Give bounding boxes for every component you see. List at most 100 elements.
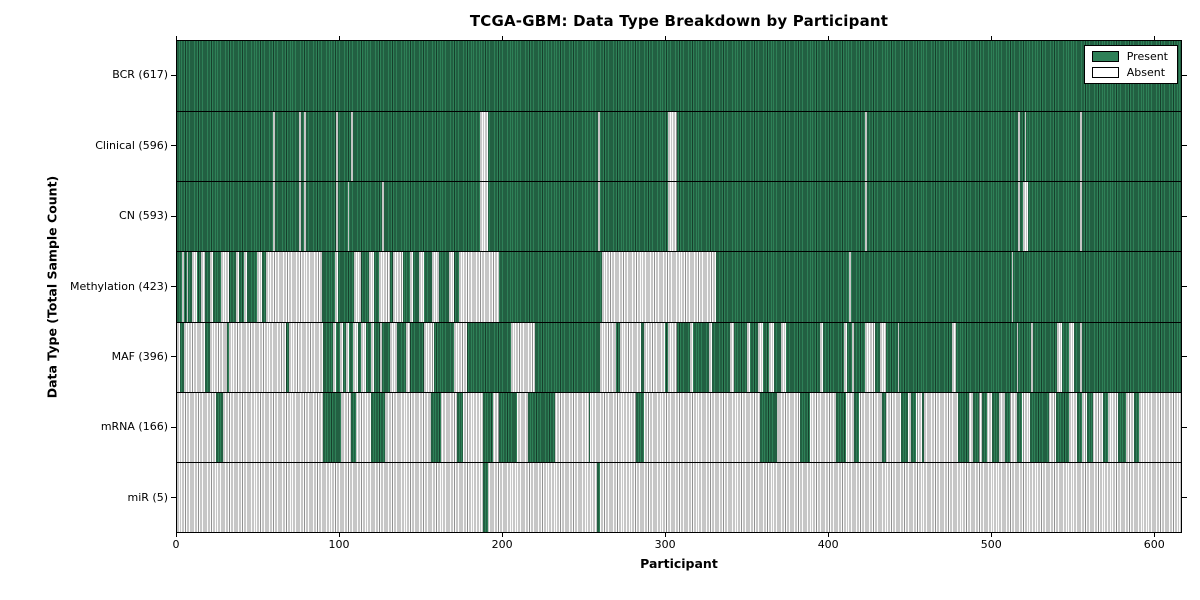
y-tick xyxy=(171,356,176,358)
y-tick-right xyxy=(1182,74,1187,76)
absent-run xyxy=(1080,181,1082,252)
present-run xyxy=(456,391,464,462)
absent-run xyxy=(479,111,488,182)
absent-run xyxy=(334,251,339,322)
present-run xyxy=(910,391,916,462)
plot-area xyxy=(176,40,1182,533)
absent-run xyxy=(1018,111,1020,182)
absent-run xyxy=(299,181,301,252)
absent-run xyxy=(600,321,617,392)
present-run xyxy=(836,391,846,462)
y-tick-right xyxy=(1182,286,1187,287)
row-maf xyxy=(177,321,1181,392)
absent-run xyxy=(378,251,391,322)
absent-run xyxy=(181,251,184,322)
present-run xyxy=(430,391,441,462)
absent-run xyxy=(419,251,425,322)
absent-run xyxy=(730,321,734,392)
row-separator xyxy=(177,391,1181,393)
y-tick-right xyxy=(1182,497,1187,499)
x-tick-top xyxy=(664,36,666,40)
x-tick xyxy=(827,533,829,537)
row-separator xyxy=(177,251,1181,253)
absent-run xyxy=(479,181,488,252)
present-run xyxy=(982,391,988,462)
absent-run xyxy=(668,321,677,392)
present-run xyxy=(922,391,924,462)
absent-run xyxy=(393,251,404,322)
y-tick xyxy=(171,497,176,499)
present-run xyxy=(370,391,386,462)
x-axis-label: Participant xyxy=(640,556,718,571)
absent-run xyxy=(780,321,786,392)
absent-run xyxy=(769,321,775,392)
x-tick xyxy=(990,533,992,537)
present-run xyxy=(1016,391,1022,462)
x-tick-label: 400 xyxy=(817,538,839,551)
y-tick-right xyxy=(1182,215,1187,217)
absent-run xyxy=(865,181,867,252)
present-run xyxy=(958,391,970,462)
x-tick-top xyxy=(501,36,503,40)
absent-run xyxy=(598,111,601,182)
x-tick xyxy=(175,533,177,537)
absent-run xyxy=(598,181,601,252)
y-tick-right xyxy=(1182,426,1187,428)
absent-run xyxy=(1011,251,1014,322)
x-tick-top xyxy=(1153,36,1155,40)
legend-label: Present xyxy=(1126,50,1168,63)
present-run xyxy=(992,391,999,462)
absent-run xyxy=(406,321,410,392)
absent-run xyxy=(266,251,322,322)
x-tick-label: 300 xyxy=(654,538,676,551)
absent-run xyxy=(644,321,666,392)
row-clinical xyxy=(177,111,1181,182)
absent-run xyxy=(619,321,641,392)
absent-run xyxy=(879,321,887,392)
absent-run xyxy=(209,321,228,392)
absent-run xyxy=(757,321,763,392)
absent-run xyxy=(424,321,435,392)
row-label: BCR (617) xyxy=(112,68,168,82)
row-label: miR (5) xyxy=(127,490,169,504)
y-tick xyxy=(171,145,176,147)
present-run xyxy=(1133,391,1139,462)
legend-label: Absent xyxy=(1126,66,1166,79)
present-run xyxy=(528,391,555,462)
legend-entry: Absent xyxy=(1091,66,1168,79)
x-tick-top xyxy=(827,36,829,40)
absent-run xyxy=(370,321,374,392)
absent-run xyxy=(229,321,286,392)
row-separator xyxy=(177,321,1181,323)
legend: Present Absent xyxy=(1083,45,1178,84)
absent-run xyxy=(1018,181,1020,252)
absent-run xyxy=(354,251,361,322)
absent-run xyxy=(689,321,693,392)
present-run xyxy=(351,391,356,462)
present-run xyxy=(972,391,980,462)
absent-run xyxy=(201,251,205,322)
absent-run xyxy=(243,251,247,322)
absent-run xyxy=(333,321,337,392)
absent-run xyxy=(458,251,500,322)
absent-run xyxy=(299,111,301,182)
x-tick-top xyxy=(338,36,340,40)
absent-run xyxy=(453,321,467,392)
absent-run xyxy=(273,111,275,182)
absent-run xyxy=(303,181,306,252)
present-run xyxy=(588,391,591,462)
absent-run xyxy=(1023,181,1029,252)
absent-run xyxy=(369,251,374,322)
present-run xyxy=(881,391,887,462)
y-tick-right xyxy=(1182,145,1187,147)
absent-run xyxy=(865,111,867,182)
absent-run xyxy=(951,321,957,392)
absent-run xyxy=(1080,111,1082,182)
row-label: MAF (396) xyxy=(111,349,168,363)
row-label: mRNA (166) xyxy=(100,420,168,434)
row-separator xyxy=(177,461,1181,463)
absent-run xyxy=(668,111,677,182)
absent-run xyxy=(209,251,213,322)
row-methylation xyxy=(177,251,1181,322)
absent-run xyxy=(865,321,876,392)
